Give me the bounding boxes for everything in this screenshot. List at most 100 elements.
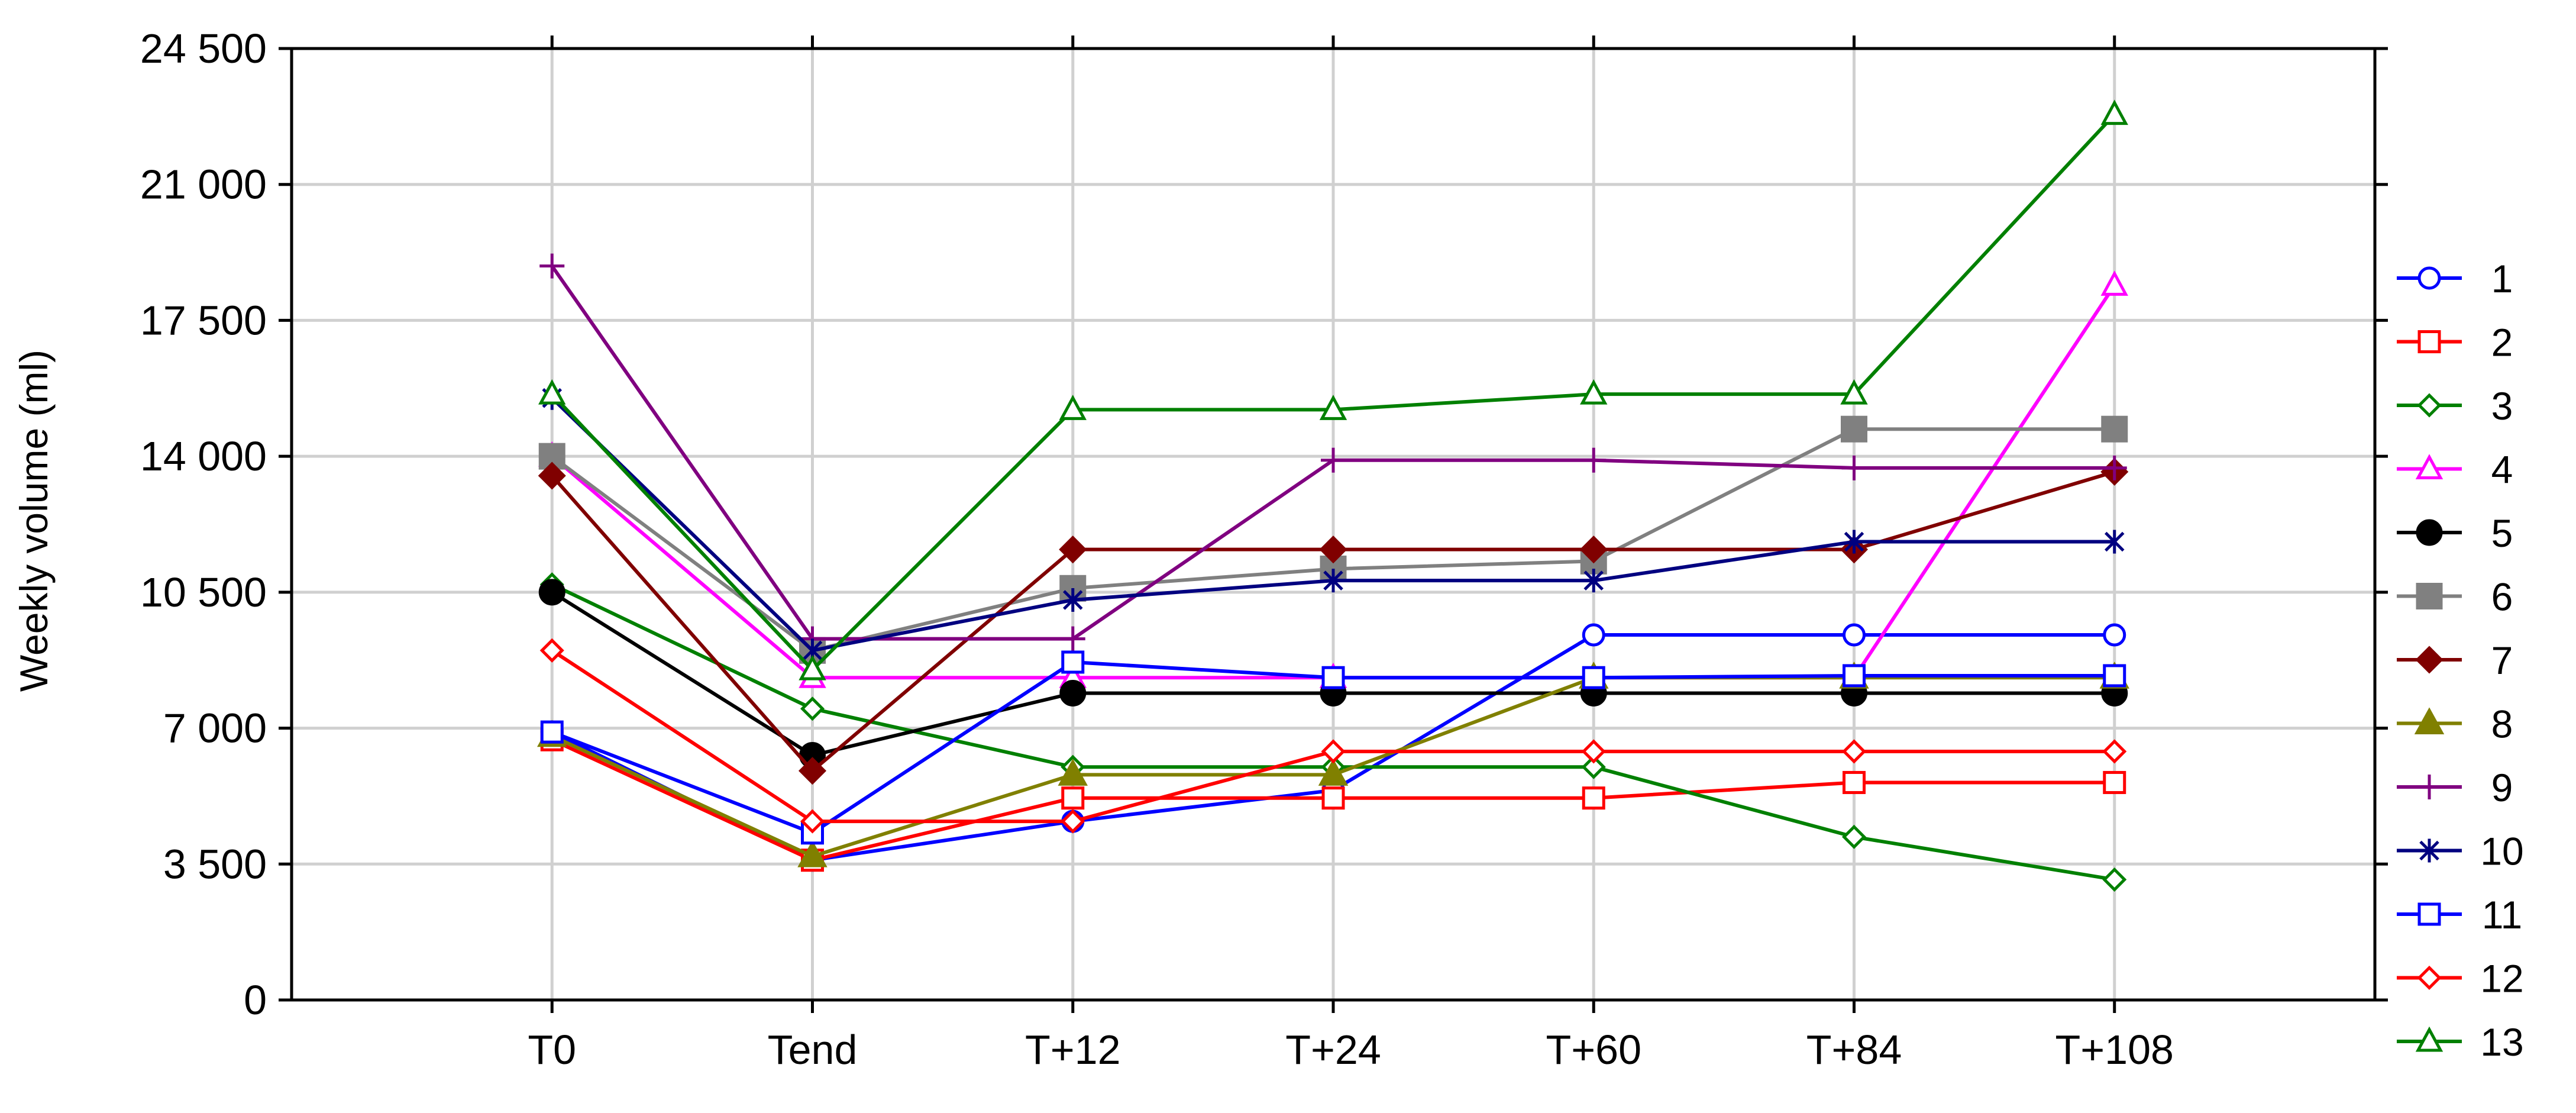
- data-point: [1059, 535, 1087, 564]
- marker-stroke: [2419, 840, 2439, 861]
- data-point: [2103, 623, 2126, 647]
- legend-marker: [2416, 519, 2443, 546]
- legend-item-4: 4: [2397, 448, 2513, 492]
- data-point: [1061, 809, 1085, 834]
- series-12: [539, 638, 2127, 834]
- data-point: [2103, 770, 2126, 794]
- legend-item-12: 12: [2397, 957, 2524, 1001]
- gridlines: [292, 49, 2375, 1000]
- data-point: [1581, 739, 1606, 764]
- data-point: [538, 462, 566, 490]
- data-point: [1843, 770, 1866, 794]
- legend-label: 6: [2491, 575, 2513, 619]
- marker-stroke: [1323, 570, 1343, 591]
- legend-label: 13: [2480, 1020, 2523, 1064]
- x-tick-label: T+12: [1025, 1027, 1121, 1073]
- data-point: [1062, 588, 1083, 612]
- legend-label: 8: [2491, 702, 2513, 746]
- legend-item-6: 6: [2397, 575, 2513, 619]
- marker-stroke: [1062, 590, 1083, 610]
- x-tick-label: T+24: [1285, 1027, 1381, 1073]
- legend-marker: [2414, 707, 2445, 734]
- legend-label: 10: [2480, 830, 2523, 873]
- legend-item-11: 11: [2397, 893, 2522, 937]
- data-point: [1583, 569, 1604, 593]
- data-point: [1582, 623, 1605, 647]
- data-point: [1580, 379, 1608, 405]
- data-point: [1841, 824, 1867, 849]
- data-point: [1581, 754, 1606, 779]
- data-point: [1321, 786, 1345, 810]
- marker-stroke: [802, 640, 823, 661]
- data-point: [538, 579, 565, 606]
- data-point: [1059, 680, 1087, 707]
- data-point: [1841, 455, 1867, 480]
- data-point: [1321, 447, 1346, 473]
- legend-item-8: 8: [2397, 702, 2513, 746]
- legend-label: 1: [2491, 257, 2513, 301]
- data-point: [1841, 739, 1867, 764]
- y-tick-label: 10 500: [140, 569, 267, 615]
- legend-label: 7: [2491, 638, 2513, 682]
- data-point: [1058, 759, 1088, 786]
- legend-label: 3: [2491, 384, 2513, 428]
- data-point: [1843, 664, 1866, 688]
- x-tick-label: Tend: [768, 1027, 858, 1073]
- data-point: [540, 720, 564, 744]
- legend-label: 11: [2482, 893, 2523, 937]
- legend-label: 9: [2491, 766, 2513, 809]
- y-tick-label: 24 500: [140, 25, 267, 72]
- series-10: [542, 386, 2125, 663]
- data-point: [1321, 739, 1346, 764]
- y-tick-label: 0: [244, 977, 267, 1023]
- data-point: [798, 757, 827, 785]
- data-point: [2102, 455, 2127, 480]
- legend-item-2: 2: [2397, 321, 2513, 364]
- legend-item-10: 10: [2397, 830, 2524, 873]
- data-point: [1581, 447, 1607, 473]
- legend-item-13: 13: [2397, 1020, 2524, 1064]
- legend-label: 2: [2491, 321, 2513, 364]
- legend-marker: [2417, 393, 2442, 418]
- data-point: [800, 809, 825, 834]
- y-tick-label: 21 000: [140, 162, 267, 208]
- data-point: [1579, 535, 1608, 564]
- data-point: [1060, 626, 1085, 651]
- legend-marker: [2417, 266, 2441, 290]
- x-tick-label: T+60: [1546, 1027, 1642, 1073]
- data-point: [1323, 569, 1343, 593]
- legend-marker: [2417, 965, 2442, 991]
- legend-item-5: 5: [2397, 511, 2513, 555]
- data-point: [2102, 867, 2127, 892]
- data-point: [1841, 415, 1867, 443]
- legend-marker: [2415, 646, 2444, 674]
- series-5: [538, 579, 2128, 769]
- legend-marker: [2415, 1026, 2444, 1052]
- data-point: [1321, 666, 1345, 689]
- data-point: [1843, 623, 1866, 647]
- data-point: [539, 638, 564, 663]
- y-tick-label: 17 500: [140, 297, 267, 343]
- legend-marker: [2417, 330, 2441, 353]
- x-tick-label: T+84: [1806, 1027, 1902, 1073]
- data-point: [1319, 535, 1347, 564]
- marker-stroke: [1583, 570, 1604, 591]
- data-point: [1059, 395, 1087, 420]
- data-point: [2100, 270, 2128, 296]
- data-point: [1582, 786, 1605, 810]
- legend-item-3: 3: [2397, 384, 2513, 428]
- data-point: [2103, 664, 2126, 688]
- legend-marker: [2415, 454, 2444, 479]
- data-point: [800, 696, 825, 721]
- data-point: [1061, 650, 1085, 674]
- data-point: [539, 253, 565, 279]
- x-tick-label: T0: [528, 1027, 576, 1073]
- y-tick-label: 14 000: [140, 433, 267, 479]
- legend-marker: [2417, 775, 2442, 799]
- data-point: [1582, 666, 1605, 689]
- data-point: [1844, 530, 1864, 554]
- y-tick-label: 7 000: [163, 705, 267, 751]
- data-point: [538, 379, 566, 405]
